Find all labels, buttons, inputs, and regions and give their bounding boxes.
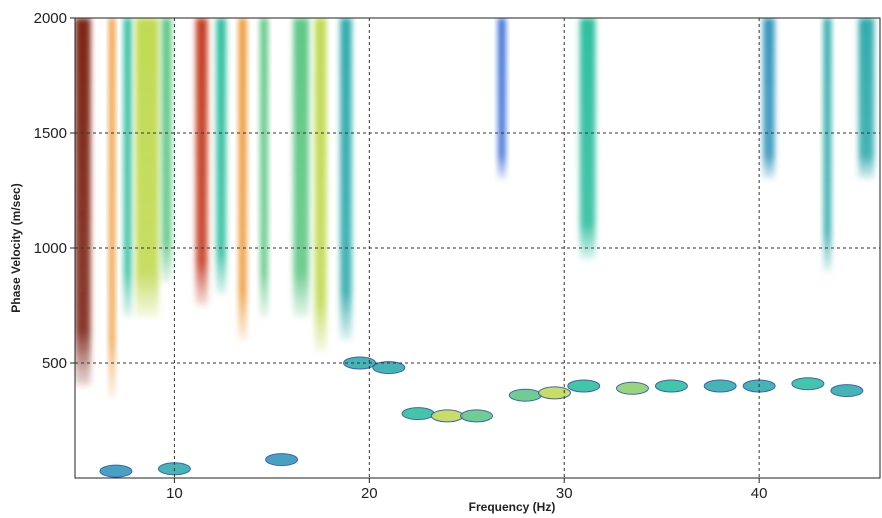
energy-streak <box>195 18 208 306</box>
energy-streak <box>340 18 352 340</box>
energy-streak <box>135 18 159 317</box>
energy-streak <box>858 18 875 179</box>
dispersion-blob <box>265 453 299 467</box>
y-tick-label: 500 <box>42 355 67 372</box>
energy-streak <box>161 18 172 283</box>
x-tick-label: 30 <box>556 485 573 502</box>
y-axis-label: Phase Velocity (m/sec) <box>9 183 23 312</box>
energy-streak <box>763 18 775 179</box>
dispersion-blob <box>830 384 864 398</box>
dispersion-blob <box>430 409 464 423</box>
dispersion-blob <box>654 379 688 393</box>
dispersion-blob <box>508 388 542 402</box>
x-tick-label: 10 <box>166 485 183 502</box>
energy-streak <box>123 18 132 317</box>
y-tick-label: 1500 <box>34 125 67 142</box>
energy-streak <box>238 18 247 340</box>
x-axis-label: Frequency (Hz) <box>469 500 556 514</box>
energy-streak <box>497 18 506 179</box>
x-tick-label: 20 <box>361 485 378 502</box>
dispersion-blob <box>372 361 406 375</box>
energy-streak <box>260 18 268 317</box>
dispersion-blob <box>460 409 494 423</box>
dispersion-blob <box>703 379 737 393</box>
energy-streak <box>314 18 327 352</box>
dispersion-blob <box>401 407 435 421</box>
dispersion-blob <box>567 379 601 393</box>
image-layer <box>75 18 875 478</box>
y-tick-label: 1000 <box>34 240 67 257</box>
energy-streak <box>293 18 309 317</box>
dispersion-blob <box>615 381 649 395</box>
energy-streak <box>216 18 227 294</box>
dispersion-blob <box>791 377 825 391</box>
dispersion-blob <box>99 464 133 478</box>
dispersion-blob <box>537 386 571 400</box>
x-tick-label: 40 <box>751 485 768 502</box>
energy-streak <box>823 18 832 271</box>
energy-streak <box>75 18 91 386</box>
energy-streak <box>579 18 596 260</box>
y-tick-label: 2000 <box>34 10 67 27</box>
energy-streak <box>109 18 115 398</box>
